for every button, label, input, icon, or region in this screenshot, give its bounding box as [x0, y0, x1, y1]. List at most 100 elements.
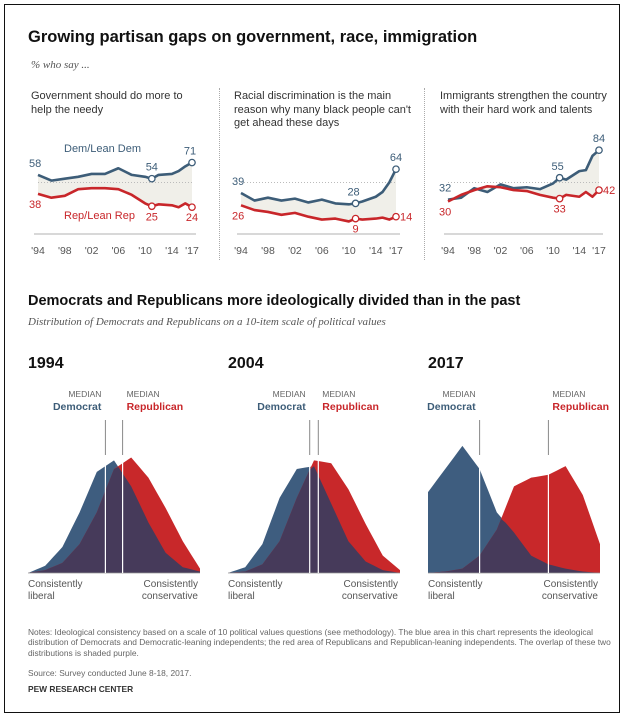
panel3-title: Immigrants strengthen the country with t… [440, 90, 607, 116]
x-tick-label: '17 [185, 245, 199, 257]
panel1-title: Government should do more to help the ne… [31, 90, 183, 116]
panel-year-2017: 2017 [428, 355, 464, 372]
data-label: 84 [593, 133, 605, 145]
data-point-marker [188, 203, 196, 212]
axis-label-conservative: conservative [142, 591, 199, 602]
median-label: MEDIAN [322, 389, 355, 399]
gap-area [241, 169, 396, 222]
x-tick-label: '10 [546, 245, 560, 257]
panel-divider [219, 88, 220, 260]
axis-label-conservative: conservative [542, 591, 599, 602]
data-point-marker [392, 212, 400, 221]
axis-label-liberal: liberal [428, 591, 455, 602]
median-label: MEDIAN [273, 389, 306, 399]
x-tick-label: '02 [85, 245, 99, 257]
median-label: MEDIAN [443, 389, 476, 399]
x-tick-label: '94 [441, 245, 455, 257]
overlap-area [428, 518, 600, 573]
median-rep-label: Republican [552, 401, 609, 413]
gap-area [38, 162, 192, 208]
data-point-marker [147, 202, 156, 211]
data-label: 64 [390, 152, 402, 164]
data-label: 54 [146, 162, 158, 174]
panel-year-1994: 1994 [28, 355, 64, 372]
axis-label-liberal: Consistently [228, 579, 282, 590]
median-dem-label: Democrat [427, 401, 476, 413]
dem-series-line [37, 161, 193, 182]
data-point-marker [188, 158, 196, 167]
overlap-area [28, 466, 200, 573]
x-tick-label: '06 [315, 245, 329, 257]
x-tick-label: '14 [165, 245, 179, 257]
median-rep-label: Republican [127, 401, 184, 413]
data-point-marker [392, 165, 400, 174]
data-label: 32 [439, 183, 451, 195]
data-label: 38 [29, 199, 41, 211]
x-tick-label: '17 [389, 245, 403, 257]
median-label: MEDIAN [127, 389, 160, 399]
figure-frame [4, 4, 620, 713]
median-rep-label: Republican [322, 401, 379, 413]
chart-title: Growing partisan gaps on government, rac… [28, 28, 478, 46]
x-tick-label: '10 [138, 245, 152, 257]
axis-label-conservative: Consistently [144, 579, 198, 590]
data-label: 30 [439, 207, 451, 219]
section2-subtitle: Distribution of Democrats and Republican… [28, 316, 386, 328]
axis-label-liberal: liberal [228, 591, 255, 602]
data-point-marker [595, 146, 603, 155]
data-label: 71 [184, 146, 196, 158]
data-point-marker [555, 194, 564, 203]
data-label: 28 [347, 186, 359, 198]
x-tick-label: '10 [342, 245, 356, 257]
axis-label-conservative: conservative [342, 591, 399, 602]
x-tick-label: '02 [494, 245, 508, 257]
data-point-marker [555, 173, 564, 182]
panel-year-2004: 2004 [228, 355, 264, 372]
axis-label-liberal: liberal [28, 591, 55, 602]
dem-series-line [240, 168, 398, 206]
panel2-title: Racial discrimination is the main reason… [234, 90, 411, 129]
x-tick-label: '02 [288, 245, 302, 257]
data-label: 24 [186, 212, 198, 224]
rep-series-line [37, 186, 193, 209]
chart-subtitle: % who say ... [31, 59, 90, 71]
axis-label-liberal: Consistently [428, 579, 482, 590]
median-dem-label: Democrat [53, 401, 102, 413]
x-tick-label: '14 [369, 245, 383, 257]
data-label: 55 [551, 161, 563, 173]
data-label: 9 [353, 224, 359, 236]
axis-label-conservative: Consistently [344, 579, 398, 590]
x-tick-label: '06 [112, 245, 126, 257]
data-label: 39 [232, 176, 244, 188]
rep-series-line [447, 185, 600, 203]
rep-distribution-area [428, 466, 600, 573]
x-tick-label: '14 [572, 245, 586, 257]
x-tick-label: '17 [592, 245, 606, 257]
median-label: MEDIAN [68, 389, 101, 399]
x-tick-label: '98 [58, 245, 72, 257]
data-point-marker [595, 186, 603, 194]
data-label: 58 [29, 158, 41, 170]
data-point-marker [351, 214, 360, 223]
data-label: 14 [400, 212, 412, 224]
source: Source: Survey conducted June 8-18, 2017… [28, 668, 192, 678]
overlap-area [228, 466, 400, 573]
median-dem-label: Democrat [257, 401, 306, 413]
gap-area [448, 150, 599, 202]
legend-rep: Rep/Lean Rep [64, 210, 135, 222]
data-label: 33 [553, 204, 565, 216]
notes: Notes: Ideological consistency based on … [28, 627, 611, 658]
x-tick-label: '98 [261, 245, 275, 257]
axis-label-conservative: Consistently [544, 579, 598, 590]
distribution-charts: MEDIAN Democrat MEDIAN Republican Consistent… [28, 389, 609, 602]
data-label: 42 [603, 185, 615, 197]
x-tick-label: '98 [467, 245, 481, 257]
rep-series-line [240, 204, 397, 223]
line-charts: 58 71 54 38 25 24 '94 '98 '02 '06 '10 '14 '17 Dem/Lea… [29, 133, 615, 257]
x-tick-label: '94 [234, 245, 248, 257]
organization: PEW RESEARCH CENTER [28, 684, 134, 694]
x-tick-label: '94 [31, 245, 45, 257]
data-label: 26 [232, 210, 244, 222]
x-tick-label: '06 [520, 245, 534, 257]
axis-label-liberal: Consistently [28, 579, 82, 590]
